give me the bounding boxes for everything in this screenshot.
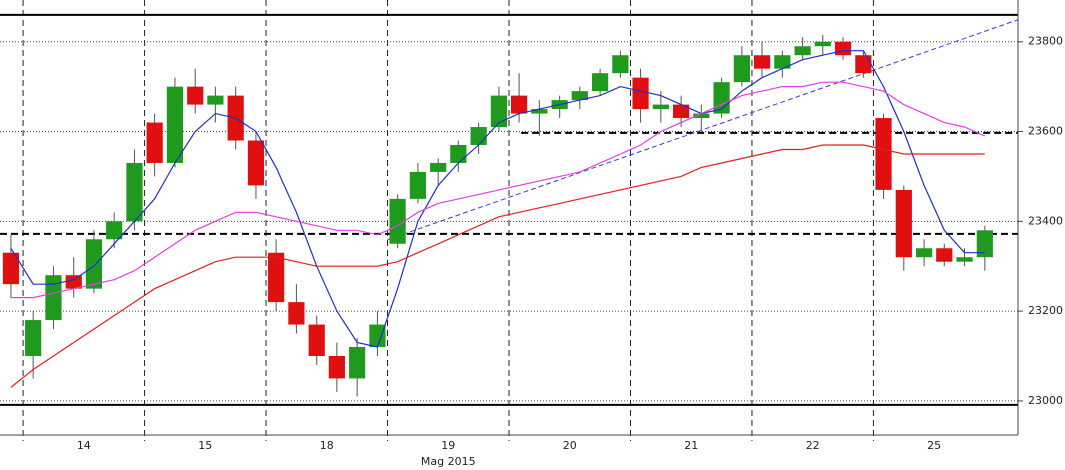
candle-body <box>652 104 669 110</box>
candle-body <box>187 86 204 105</box>
candle-body <box>693 113 710 119</box>
moving-average <box>10 144 985 388</box>
candle-body <box>126 162 143 222</box>
candle-body <box>794 46 811 56</box>
candle-body <box>571 91 588 101</box>
candle-body <box>814 41 831 47</box>
candle-body <box>65 275 82 289</box>
candle-body <box>956 257 973 262</box>
candle-body <box>85 239 103 289</box>
x-tick-label: 18 <box>320 439 334 452</box>
x-tick-label: 20 <box>563 439 577 452</box>
candle-body <box>288 302 305 325</box>
x-tick-label: 22 <box>806 439 820 452</box>
candle-body <box>733 55 750 83</box>
trend-line <box>387 19 1019 241</box>
y-tick-label: 23200 <box>1028 304 1063 317</box>
candle-body <box>25 320 42 356</box>
candle-body <box>2 252 20 285</box>
candle-body <box>389 198 406 244</box>
candle-body <box>349 347 366 379</box>
candle-body <box>592 73 609 92</box>
candle-body <box>247 140 265 186</box>
candle-body <box>268 252 285 303</box>
moving-average <box>10 81 986 299</box>
candle-body <box>470 127 487 145</box>
candle-body <box>106 221 123 240</box>
x-tick-label: 19 <box>441 439 455 452</box>
y-tick-label: 23800 <box>1028 35 1063 48</box>
candle-body <box>308 324 325 356</box>
candle-body <box>976 230 993 258</box>
candle-body <box>875 118 892 190</box>
candle-body <box>430 162 447 172</box>
candle-body <box>834 41 852 56</box>
candle-body <box>450 145 467 163</box>
candle-body <box>207 95 224 105</box>
candle-body <box>895 189 912 258</box>
candle-body <box>166 86 184 163</box>
candle-body <box>855 55 872 74</box>
candle-body <box>490 95 508 128</box>
candle-body <box>915 248 933 258</box>
candle-body <box>753 55 771 69</box>
candle-body <box>45 275 62 321</box>
candle-body <box>936 248 953 262</box>
candle-body <box>328 355 345 379</box>
y-tick-label: 23600 <box>1028 125 1063 138</box>
candle-body <box>673 104 690 119</box>
x-axis-label: Mag 2015 <box>421 455 476 468</box>
moving-average <box>10 50 985 348</box>
candle-body <box>146 122 163 163</box>
y-tick-label: 23000 <box>1028 394 1063 407</box>
x-tick-label: 21 <box>684 439 698 452</box>
candle-body <box>369 324 386 348</box>
candle-body <box>531 109 548 114</box>
x-tick-label: 14 <box>77 439 91 452</box>
candle-body <box>632 77 649 110</box>
y-tick-label: 23400 <box>1028 214 1063 227</box>
x-tick-label: 25 <box>927 439 941 452</box>
candle-body <box>510 95 528 114</box>
candle-body <box>774 55 791 69</box>
candle-body <box>409 171 426 199</box>
x-tick-label: 15 <box>198 439 212 452</box>
candle-body <box>612 55 629 74</box>
